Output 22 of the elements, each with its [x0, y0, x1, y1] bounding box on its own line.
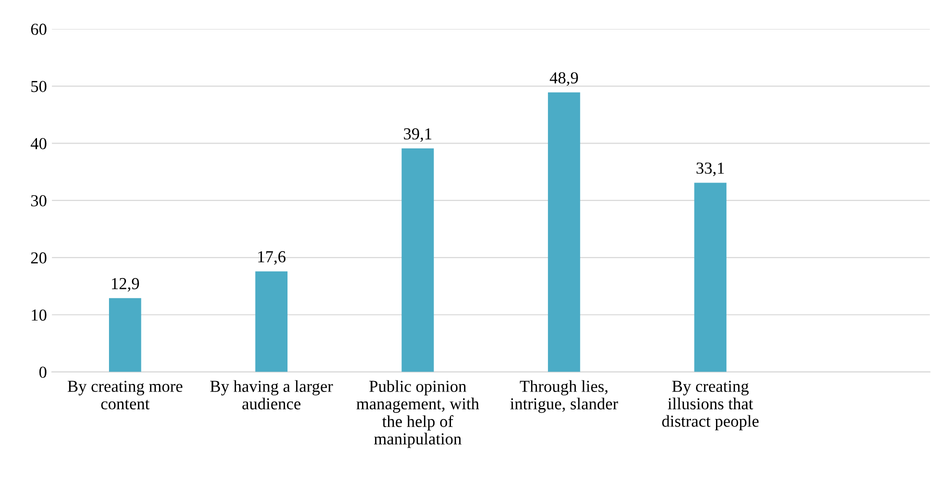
y-tick-label: 40: [30, 138, 46, 150]
y-tick-label: 30: [31, 195, 46, 206]
bar: [694, 182, 726, 372]
x-tick-label: By creating illusions that distract people: [662, 380, 759, 430]
bar: [548, 92, 580, 372]
y-tick-label: 20: [31, 252, 46, 264]
x-tick-label: By having a larger audience: [210, 380, 333, 410]
data-label: 12,9: [112, 278, 139, 292]
y-tick-label: 10: [32, 309, 46, 321]
bar: [108, 298, 142, 372]
x-tick-label: By creating more content: [68, 380, 182, 410]
bar: [402, 148, 434, 372]
y-tick-label: 50: [31, 80, 46, 92]
data-label: 17,6: [258, 251, 286, 265]
x-tick-label: Public opinion management, with the help of manipulation: [356, 380, 480, 448]
y-tick-label: 60: [31, 24, 46, 35]
data-label: 33,1: [696, 162, 724, 176]
x-tick-label: Through lies, intrigue, slander: [510, 380, 618, 413]
data-label: 48,9: [550, 72, 578, 86]
bar: [255, 271, 288, 372]
y-tick-label: 0: [39, 366, 46, 378]
data-label: 39,1: [404, 128, 432, 142]
